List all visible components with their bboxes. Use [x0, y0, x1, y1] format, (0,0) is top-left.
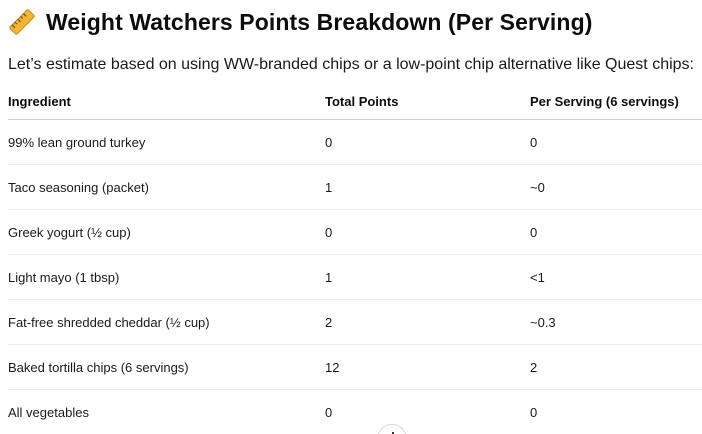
- total-points-cell: 12: [325, 344, 530, 390]
- table-row: Taco seasoning (packet) 1 ~0: [8, 164, 702, 210]
- total-points-cell: 1: [325, 164, 530, 210]
- section-title: Weight Watchers Points Breakdown (Per Se…: [46, 8, 593, 35]
- ruler-icon: [9, 9, 35, 35]
- per-serving-cell: 0: [530, 119, 702, 165]
- table-row: All vegetables 0 0: [8, 390, 702, 434]
- ingredient-cell: 99% lean ground turkey: [8, 119, 325, 165]
- per-serving-cell: ~0: [530, 164, 702, 210]
- total-points-cell: 0: [325, 404, 333, 420]
- total-points-cell: 0: [325, 119, 530, 165]
- per-serving-cell: 0: [530, 404, 538, 420]
- total-points-cell: 0: [325, 209, 530, 255]
- ingredient-cell: Fat-free shredded cheddar (½ cup): [8, 299, 325, 345]
- ingredient-cell: Taco seasoning (packet): [8, 164, 325, 210]
- points-table: Ingredient Total Points Per Serving (6 s…: [8, 84, 702, 434]
- column-header-total-points: Total Points: [325, 84, 530, 120]
- table-header-row: Ingredient Total Points Per Serving (6 s…: [8, 84, 702, 120]
- column-header-ingredient: Ingredient: [8, 84, 325, 120]
- per-serving-cell: 2: [530, 344, 702, 390]
- intro-text: Let’s estimate based on using WW-branded…: [8, 56, 694, 73]
- total-points-cell: 2: [325, 299, 530, 345]
- table-row: Baked tortilla chips (6 servings) 12 2: [8, 344, 702, 390]
- per-serving-cell: ~0.3: [530, 299, 702, 345]
- ingredient-cell: All vegetables: [8, 404, 89, 420]
- per-serving-cell: <1: [530, 254, 702, 300]
- ingredient-cell: Greek yogurt (½ cup): [8, 209, 325, 255]
- ingredient-cell: Baked tortilla chips (6 servings): [8, 344, 325, 390]
- total-points-cell: 1: [325, 254, 530, 300]
- per-serving-cell: 0: [530, 209, 702, 255]
- ingredient-cell: Light mayo (1 tbsp): [8, 254, 325, 300]
- section-heading: Weight Watchers Points Breakdown (Per Se…: [8, 6, 592, 38]
- table-row: 99% lean ground turkey 0 0: [8, 119, 702, 165]
- column-header-per-serving: Per Serving (6 servings): [530, 84, 702, 120]
- table-row: Greek yogurt (½ cup) 0 0: [8, 209, 702, 255]
- table-row: Light mayo (1 tbsp) 1 <1: [8, 254, 702, 300]
- table-row: Fat-free shredded cheddar (½ cup) 2 ~0.3: [8, 299, 702, 345]
